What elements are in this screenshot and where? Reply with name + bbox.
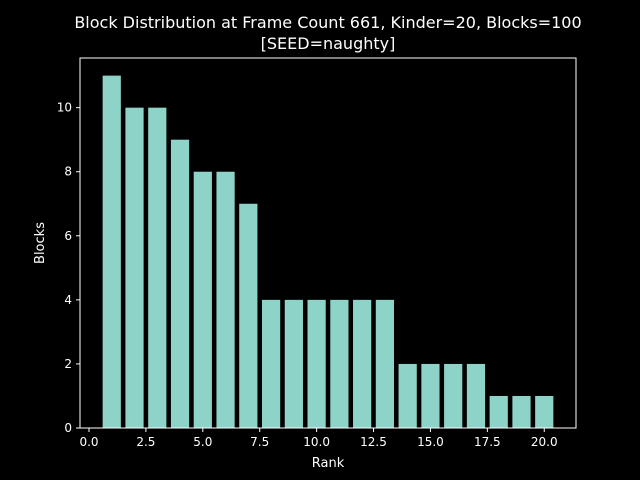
bar-rank-5	[193, 171, 212, 428]
x-tick-label: 10.0	[303, 435, 330, 449]
y-ticks-group: 0 2 4 6 8 10	[57, 101, 80, 435]
bar-rank-10	[307, 299, 326, 428]
bar-rank-9	[284, 299, 303, 428]
x-tick-label: 2.5	[136, 435, 155, 449]
x-ticks-group: 0.0 2.5 5.0 7.5 10.0 12.5 15.0 17.5 20.0	[79, 428, 558, 449]
bar-rank-2	[125, 107, 144, 428]
bar-rank-3	[148, 107, 167, 428]
x-tick-label: 0.0	[79, 435, 98, 449]
bar-rank-17	[466, 363, 486, 428]
bar-rank-20	[535, 395, 554, 428]
bar-rank-12	[353, 299, 372, 428]
x-tick-label: 5.0	[193, 435, 212, 449]
bar-rank-7	[239, 203, 258, 428]
y-tick-label: 8	[64, 165, 72, 179]
bar-rank-14	[398, 363, 417, 428]
bar-rank-15	[421, 363, 440, 428]
y-tick-label: 2	[64, 357, 72, 371]
x-tick-label: 17.5	[474, 435, 501, 449]
y-tick-label: 6	[64, 229, 72, 243]
bar-rank-6	[216, 171, 235, 428]
bar-rank-18	[489, 395, 508, 428]
x-tick-label: 20.0	[531, 435, 558, 449]
chart-title: Block Distribution at Frame Count 661, K…	[74, 13, 581, 32]
bars-group	[102, 75, 554, 429]
bar-rank-11	[330, 299, 349, 428]
bar-rank-13	[375, 299, 395, 428]
bar-rank-8	[261, 299, 281, 428]
chart-subtitle: [SEED=naughty]	[261, 34, 396, 53]
bar-rank-1	[102, 75, 121, 428]
y-tick-label: 0	[64, 421, 72, 435]
x-tick-label: 12.5	[360, 435, 387, 449]
bar-rank-16	[444, 363, 463, 428]
x-tick-label: 15.0	[417, 435, 444, 449]
bar-rank-4	[170, 139, 190, 429]
bar-rank-19	[512, 395, 531, 428]
y-axis-label: Blocks	[33, 222, 48, 264]
y-tick-label: 10	[57, 101, 72, 115]
plot-frame	[79, 57, 577, 429]
y-tick-label: 4	[64, 293, 72, 307]
x-axis-label: Rank	[312, 456, 345, 471]
x-tick-label: 7.5	[250, 435, 269, 449]
